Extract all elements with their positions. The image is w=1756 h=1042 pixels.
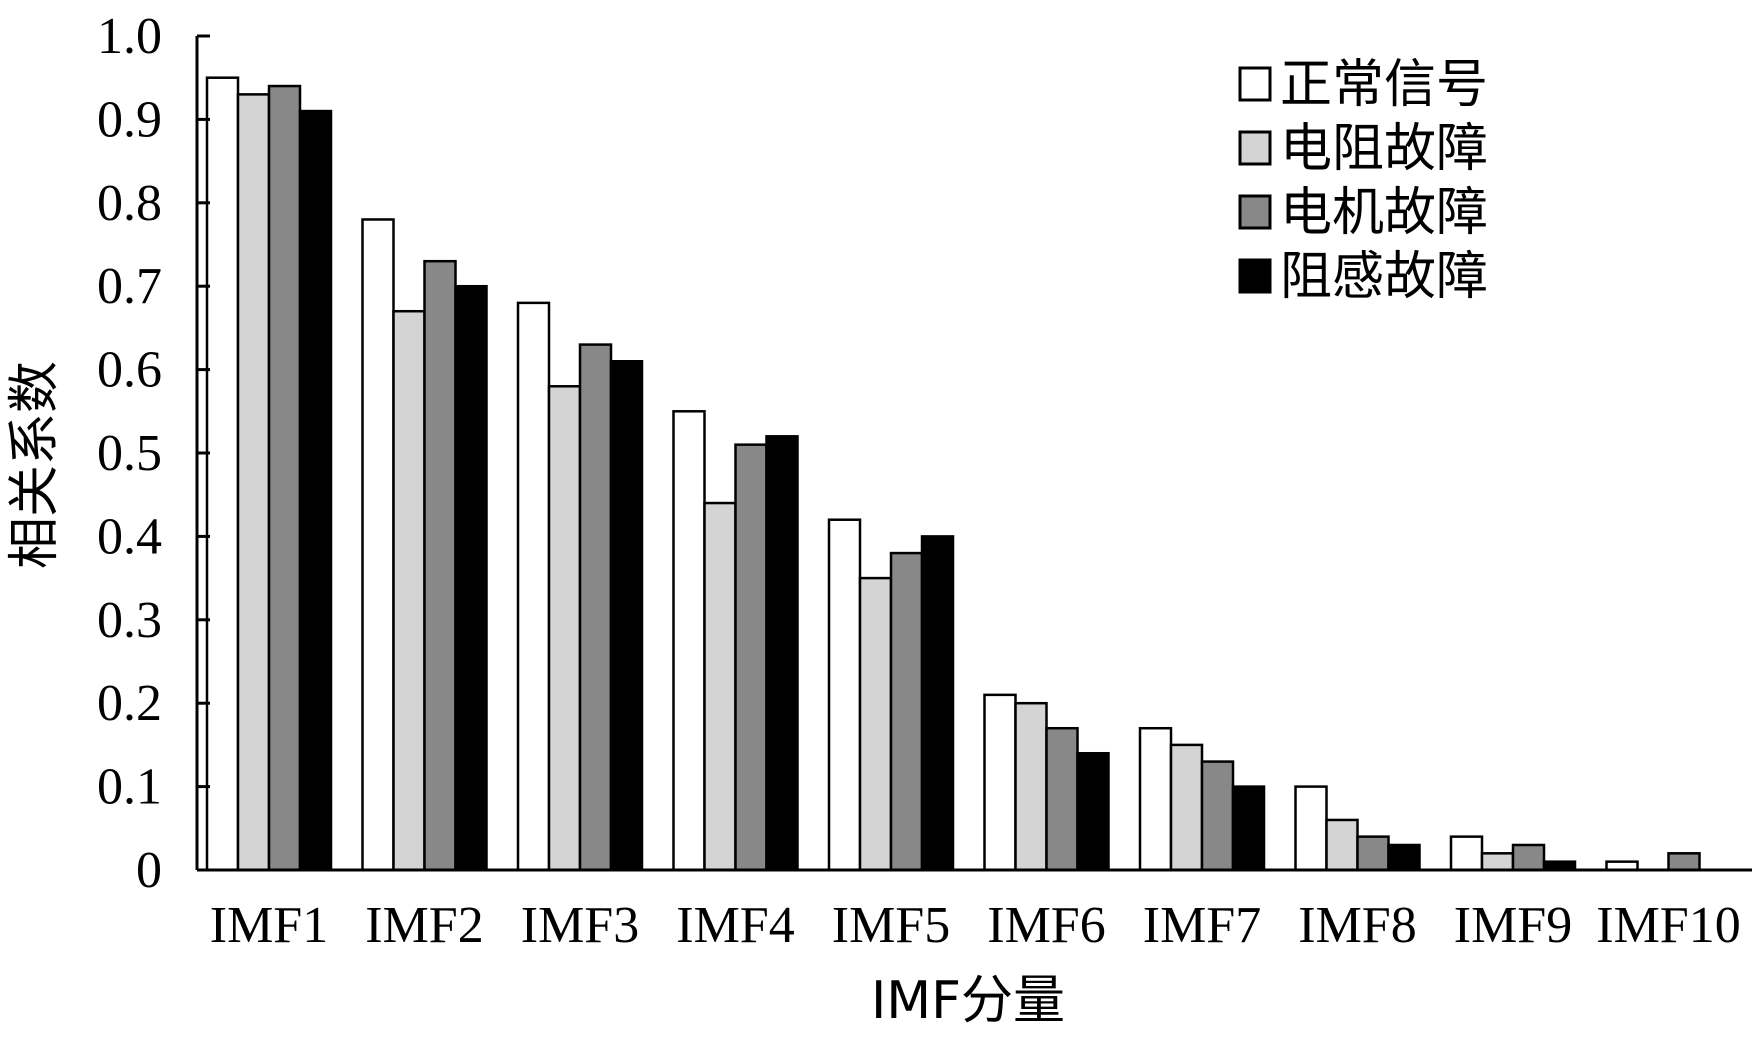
x-tick-label: IMF6 (987, 897, 1105, 954)
legend-label: 正常信号 (1280, 55, 1488, 115)
x-tick-label: IMF2 (365, 897, 483, 954)
x-tick-labels: IMF1 IMF2 IMF3 IMF4 IMF5 IMF6 IMF7 IMF8 IMF9 IMF1… (210, 897, 1741, 954)
bar-IMF6-2 (1014, 701, 1048, 872)
x-tick-label: IMF9 (1454, 897, 1572, 954)
bar-IMF7-2 (1169, 743, 1204, 872)
bars-layer (205, 76, 1701, 872)
bar-IMF5-3 (889, 551, 924, 872)
legend-swatch (1238, 130, 1272, 166)
bar-IMF4-1 (672, 410, 706, 872)
bar-IMF7-1 (1138, 726, 1173, 872)
legend-label: 阻感故障 (1280, 247, 1488, 307)
bar-IMF6-1 (983, 693, 1017, 872)
y-tick-label: 0.3 (97, 592, 162, 649)
y-tick-label: 0.2 (97, 675, 162, 732)
x-tick-label: IMF7 (1143, 897, 1261, 954)
bar-IMF8-2 (1325, 818, 1359, 872)
bar-IMF3-2 (547, 385, 582, 872)
y-tick-label: 0.1 (97, 759, 162, 816)
bar-IMF2-3 (423, 259, 457, 872)
x-tick-label: IMF3 (521, 897, 639, 954)
y-tick-label: 0.8 (97, 175, 162, 232)
y-tick-label: 1.0 (97, 8, 162, 65)
x-tick-label: IMF10 (1596, 897, 1740, 954)
legend-swatch (1238, 66, 1272, 102)
x-tick-label: IMF1 (210, 897, 328, 954)
bar-IMF5-1 (827, 518, 862, 872)
bar-IMF1-4 (298, 109, 333, 872)
y-axis-title: 相关系数 (5, 361, 65, 569)
legend-label: 电机故障 (1280, 183, 1488, 243)
x-tick-label: IMF4 (676, 897, 794, 954)
legend-label: 电阻故障 (1280, 119, 1488, 179)
axes-layer (195, 34, 1752, 872)
y-tick-label: 0.9 (97, 91, 162, 148)
y-tick-label: 0.7 (97, 258, 162, 315)
x-axis-title: IMF分量 (871, 971, 1065, 1031)
bar-IMF2-4 (454, 284, 488, 872)
legend-swatch (1238, 258, 1272, 294)
y-tick-label: 0 (136, 842, 162, 899)
bar-IMF3-3 (578, 343, 613, 872)
bar-IMF8-4 (1387, 843, 1421, 872)
bar-IMF2-1 (361, 218, 395, 872)
bar-IMF4-3 (734, 443, 768, 872)
bar-IMF3-4 (609, 360, 644, 872)
bar-IMF1-2 (236, 93, 271, 872)
x-tick-label: IMF5 (832, 897, 950, 954)
bar-IMF9-1 (1449, 835, 1484, 872)
bar-IMF9-2 (1480, 852, 1515, 872)
x-tick-label: IMF8 (1298, 897, 1416, 954)
y-tick-label: 0.6 (97, 342, 162, 399)
bar-IMF1-1 (205, 76, 240, 872)
y-tick-labels: 0 0.1 0.2 0.3 0.4 0.5 0.6 0.7 0.8 0.9 1.0 (97, 8, 162, 899)
bar-IMF9-3 (1511, 843, 1546, 872)
bar-IMF1-3 (267, 84, 302, 872)
bar-IMF3-1 (516, 301, 551, 872)
y-tick-label: 0.5 (97, 425, 162, 482)
bar-IMF6-3 (1045, 726, 1079, 872)
bar-IMF2-2 (392, 309, 426, 872)
bar-IMF6-4 (1076, 751, 1110, 872)
bar-IMF5-4 (920, 535, 955, 872)
bar-IMF8-1 (1294, 785, 1328, 872)
bar-IMF4-2 (703, 501, 737, 872)
bar-IMF7-4 (1231, 785, 1266, 872)
y-tick-label: 0.4 (97, 508, 162, 565)
legend-swatch (1238, 194, 1272, 230)
bar-IMF10-3 (1667, 852, 1701, 872)
bar-IMF8-3 (1356, 835, 1390, 872)
bar-IMF7-3 (1200, 760, 1235, 872)
bar-IMF4-4 (765, 435, 799, 872)
bar-IMF5-2 (858, 576, 893, 872)
